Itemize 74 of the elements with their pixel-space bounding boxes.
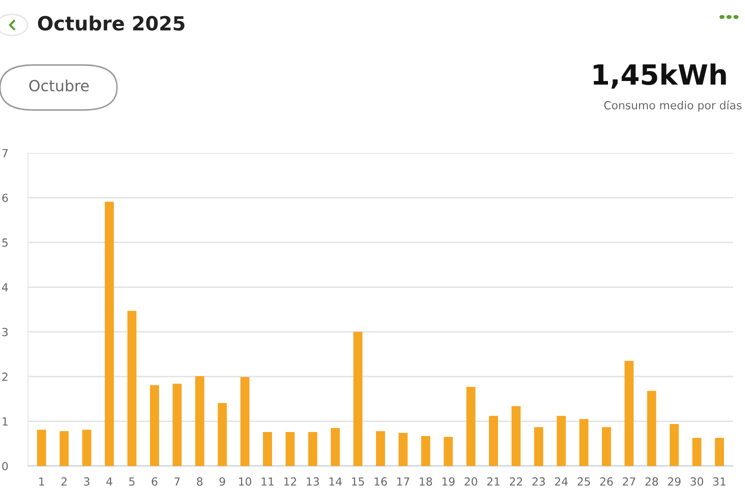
x-tick-label: 15 [352,477,364,486]
x-tick-label: 20 [464,477,478,486]
x-tick-label: 5 [129,477,135,486]
bar [647,390,656,466]
x-tick-label: 16 [374,477,387,486]
bar [60,431,69,466]
bar [624,360,634,466]
bar [353,332,362,466]
bar [556,416,566,466]
chart-title: Octubre 2025 [38,16,184,31]
y-tick-label: 0 [2,462,8,470]
bar [714,438,724,466]
y-tick-label: 1 [2,417,8,426]
x-tick-label: 25 [578,477,590,486]
y-tick-label: 4 [2,283,8,292]
bar [534,427,544,466]
x-tick-label: 24 [555,477,568,486]
x-tick-label: 23 [532,477,545,486]
x-tick-label: 12 [284,477,296,486]
x-tick-label: 29 [668,477,681,486]
y-tick-label: 3 [2,328,8,336]
x-tick-label: 6 [152,477,158,486]
x-tick-label: 26 [600,477,613,486]
x-tick-label: 11 [262,477,274,486]
x-tick-label: 19 [442,477,455,486]
bar [263,432,272,466]
bar [398,432,408,466]
x-tick-label: 21 [487,477,500,486]
bar [104,202,114,466]
bar [579,419,588,466]
bar [240,377,250,466]
x-tick-label: 31 [713,477,726,486]
x-tick-label: 28 [645,477,658,486]
bar [602,427,611,466]
x-tick-label: 1 [39,477,44,486]
text: 1,45kWh [594,64,726,89]
bar [488,416,498,466]
bar [512,406,521,466]
bar [286,432,295,466]
x-tick-label: 3 [84,477,90,486]
bar [692,438,702,466]
x-tick-label: 22 [510,477,522,486]
text: Octubre [29,80,89,92]
bar [195,376,204,466]
bar [82,430,92,466]
x-tick-label: 13 [306,477,319,486]
text: Consumo medio por días [604,100,742,112]
x-tick-label: 27 [622,477,636,486]
bar [218,402,227,466]
bar [466,386,476,466]
y-tick-label: 5 [2,238,8,247]
x-tick-label: 18 [420,477,432,486]
bar [37,430,46,466]
y-tick-label: 7 [2,149,8,158]
x-tick-label: 8 [196,477,203,486]
x-tick-label: 2 [61,477,67,486]
bar [172,384,182,466]
bar [127,310,136,466]
y-tick-label: 6 [2,194,8,202]
bar [308,432,318,466]
x-tick-label: 7 [174,477,180,486]
x-tick-label: 9 [219,477,226,486]
bar [376,431,386,466]
x-tick-label: 10 [239,477,252,486]
bar [421,436,430,466]
x-tick-label: 4 [106,477,112,486]
bar [670,424,679,466]
bar [150,385,160,466]
x-tick-label: 14 [329,477,342,486]
y-tick-label: 2 [2,372,8,381]
x-tick-label: 30 [690,477,704,486]
bar [330,428,340,466]
bar [444,436,453,466]
x-tick-label: 17 [397,477,410,486]
